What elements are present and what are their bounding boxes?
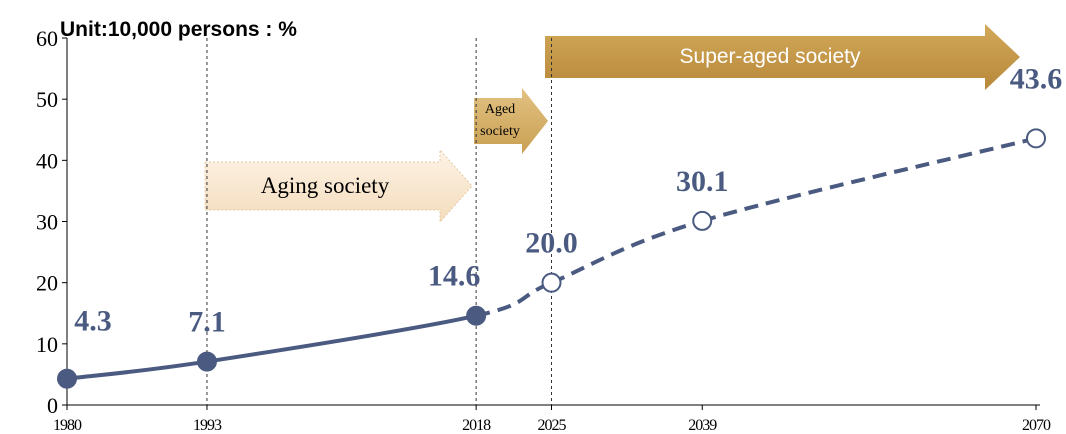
x-tick-label: 1993 bbox=[193, 417, 222, 434]
line-segment bbox=[206, 313, 477, 364]
y-tick-label: 10 bbox=[36, 332, 58, 357]
data-point bbox=[57, 368, 77, 389]
data-point bbox=[196, 351, 217, 372]
arrow-aging bbox=[204, 148, 473, 224]
x-tick-label: 1980 bbox=[53, 417, 82, 434]
data-label: 30.1 bbox=[676, 165, 729, 198]
arrow-super-aged bbox=[545, 24, 1020, 90]
aged-label: Aged society bbox=[480, 102, 520, 139]
data-label: 20.0 bbox=[525, 227, 578, 260]
y-tick-label: 20 bbox=[36, 271, 58, 296]
x-tick-label: 2070 bbox=[1022, 417, 1051, 434]
aging-label: Aging society bbox=[260, 173, 390, 198]
y-tick-label: 0 bbox=[47, 393, 58, 418]
y-tick-label: 60 bbox=[36, 26, 58, 51]
line-segment bbox=[66, 359, 208, 381]
y-tick-label: 50 bbox=[36, 87, 58, 112]
super-aged-label: Super-aged society bbox=[679, 45, 861, 68]
data-label: 14.6 bbox=[428, 260, 481, 293]
data-label: 4.3 bbox=[74, 305, 112, 338]
x-tick-label: 2018 bbox=[462, 417, 491, 434]
line-segment bbox=[475, 280, 553, 318]
line-segment bbox=[550, 218, 703, 285]
data-point bbox=[466, 305, 487, 326]
data-label: 7.1 bbox=[188, 306, 226, 339]
x-tick-label: 2039 bbox=[688, 417, 717, 434]
arrow-aged bbox=[474, 88, 548, 154]
x-tick-label: 2025 bbox=[538, 417, 567, 434]
data-point bbox=[1026, 128, 1046, 149]
data-label: 43.6 bbox=[1010, 62, 1063, 95]
unit-title: Unit:10,000 persons : % bbox=[60, 18, 297, 41]
data-point bbox=[541, 272, 562, 293]
data-point bbox=[692, 210, 713, 231]
line-segment bbox=[701, 136, 1037, 223]
y-tick-label: 30 bbox=[36, 210, 58, 235]
y-tick-label: 40 bbox=[36, 148, 58, 173]
